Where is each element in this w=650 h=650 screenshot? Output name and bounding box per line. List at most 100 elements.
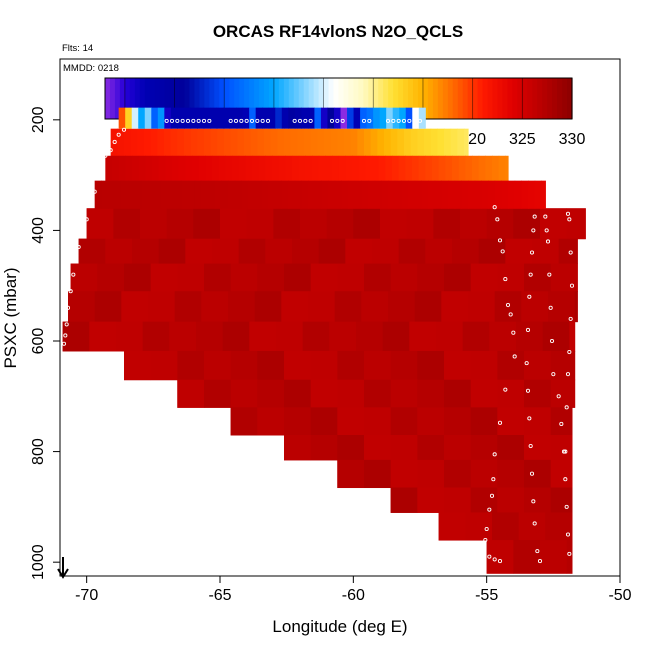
data-cell [158,238,186,264]
track-point [303,118,308,123]
data-cell [124,350,152,381]
track-point [545,239,551,244]
track-point [335,118,340,123]
colorbar-cell [189,78,196,119]
data-cell [558,238,578,264]
data-cell [569,321,576,352]
data-cell [486,208,514,240]
track-point [487,554,492,559]
data-cell [390,459,418,488]
data-cell [273,208,301,240]
data-cell [177,350,205,381]
track-point [547,272,552,277]
colorbar-cell [268,78,275,119]
data-cell [540,208,568,240]
data-cell [518,512,546,541]
track-point [97,167,103,172]
data-cell [418,155,426,182]
colorbar-cell [522,78,528,119]
colorbar-cell [373,78,379,119]
data-cell [337,263,365,292]
data-cell [125,155,133,182]
data-cell [347,107,355,129]
data-cell [470,487,498,513]
track-point [512,354,517,359]
data-cell [230,407,258,436]
data-cell [505,155,509,182]
data-cell [364,350,392,381]
track-point [112,139,117,144]
x-tick-label: -55 [475,587,498,604]
data-cell [492,155,500,182]
data-cell [345,155,353,182]
data-cell [272,155,280,182]
data-cell [188,180,196,209]
x-axis-label: Longitude (deg E) [272,617,407,636]
colorbar-cell [174,78,181,119]
data-cell [310,263,338,292]
track-point [92,189,97,194]
data-cell [261,180,269,209]
data-cell [513,540,541,574]
data-cell [348,180,356,209]
colorbar-cell [239,78,245,119]
data-cell [397,128,405,157]
data-cell [166,208,194,240]
colorbar-cell [417,78,424,119]
data-cell [524,350,552,381]
data-cell [249,321,277,352]
colorbar-cell [209,78,215,119]
colorbar-cell [263,78,270,119]
data-cell [254,180,262,209]
track-point [255,118,260,123]
colorbar-cell [348,78,355,119]
data-cell [432,155,440,182]
data-cell [284,128,292,157]
track-point [567,350,572,355]
data-cell [301,107,309,129]
data-cell [505,238,533,264]
data-cell [131,107,139,129]
colorbar-cell [119,78,126,119]
data-cell [497,459,525,488]
data-cell [337,435,365,461]
data-cell [508,180,516,209]
data-cell [141,180,149,209]
data-cell [276,321,304,352]
data-cell [328,180,336,209]
data-cell [142,321,170,352]
data-cell [185,238,213,264]
data-cell [265,155,273,182]
data-cell [252,155,260,182]
track-point [527,416,532,421]
data-cell [190,128,198,157]
track-point [63,333,68,338]
y-tick-label: 600 [30,328,47,355]
data-cell [254,291,282,323]
colorbar-cell [383,78,389,119]
data-cell [410,128,418,157]
data-cell [312,155,320,182]
data-cell [310,379,338,408]
data-cell [417,379,445,408]
data-cell [144,107,152,129]
data-cell [164,128,172,157]
colorbar-cell [308,78,315,119]
data-cell [448,180,456,209]
data-cell [417,459,445,488]
data-cell [118,107,126,129]
data-cell [474,180,482,209]
data-cell [158,155,166,182]
data-cell [441,291,469,323]
data-cell [398,238,426,264]
colorbar-cell [288,78,295,119]
data-cell [230,128,238,157]
colorbar-cell [487,78,494,119]
track-point [244,118,249,123]
data-cell [497,435,525,461]
track-point [68,289,73,294]
data-cell [113,208,141,240]
data-cell [516,321,544,352]
data-cell [421,180,429,209]
